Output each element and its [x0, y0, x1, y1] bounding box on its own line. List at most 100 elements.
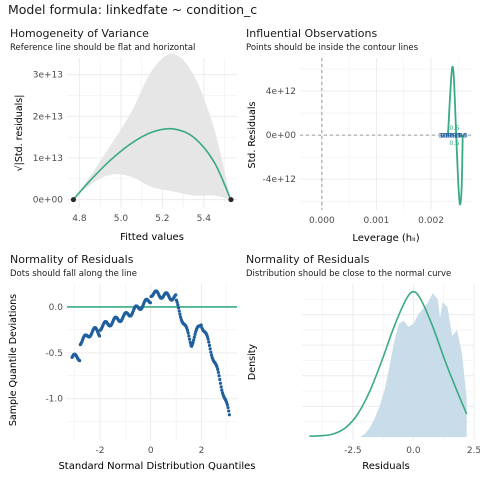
- panel-homogeneity: Homogeneity of Variance Reference line s…: [10, 27, 237, 243]
- x-axis-label: Standard Normal Distribution Quantiles: [58, 461, 255, 472]
- point-label: 298: [441, 132, 455, 140]
- x-axis-label: Fitted values: [120, 232, 184, 243]
- y-axis-label: Std. Residuals: [247, 102, 258, 169]
- panel-title: Influential Observations: [246, 27, 378, 40]
- x-axis-label: Leverage (hᵢᵢ): [352, 233, 419, 244]
- data-point: [208, 347, 212, 351]
- x-tick-label: 0.001: [364, 216, 390, 226]
- x-tick-label: 5.4: [197, 214, 212, 224]
- x-tick-label: 2.5: [467, 446, 480, 456]
- data-point: [186, 331, 190, 335]
- y-tick-label: -0.5: [45, 349, 63, 359]
- x-axis-label: Residuals: [362, 461, 409, 472]
- density-area: [360, 293, 467, 437]
- data-point: [176, 303, 180, 307]
- data-point: [207, 343, 212, 348]
- panel-qq: Normality of Residuals Dots should fall …: [8, 253, 256, 472]
- y-tick-label: 3e+13: [33, 71, 63, 81]
- y-axis-label: Sample Quantile Deviations: [8, 294, 19, 426]
- x-tick-label: 0.000: [309, 216, 335, 226]
- data-point: [176, 306, 181, 310]
- data-point: [78, 359, 82, 363]
- y-tick-label: -1.0: [45, 395, 63, 405]
- x-tick-label: 4.8: [72, 214, 87, 224]
- y-tick-label: 0e+00: [33, 196, 64, 206]
- panel-influential: Influential Observations Points should b…: [246, 27, 472, 244]
- y-ticks: 0e+00 1e+13 2e+13 3e+13: [33, 71, 64, 206]
- contour-label: 0.5: [449, 124, 459, 132]
- data-point: [218, 381, 223, 385]
- point-label: 95: [452, 132, 462, 140]
- panel-subtitle: Dots should fall along the line: [10, 269, 137, 279]
- data-point: [187, 337, 192, 341]
- contour-line-upper: [447, 65, 458, 136]
- data-point: [227, 413, 231, 417]
- data-point: [193, 332, 197, 336]
- x-tick-label: 2: [199, 446, 205, 456]
- panel-subtitle: Reference line should be flat and horizo…: [10, 43, 195, 53]
- plot-area: [300, 58, 472, 210]
- smooth-line: [72, 127, 232, 201]
- contour-line-lower: [455, 135, 464, 206]
- panel-density: Normality of Residuals Distribution shou…: [246, 253, 480, 472]
- x-ticks: 0.000 0.001 0.002: [309, 216, 444, 226]
- x-tick-label: -2.5: [344, 446, 362, 456]
- data-point: [187, 334, 191, 338]
- y-axis-label: √|Std. residuals|: [14, 95, 25, 172]
- y-ticks: -1.0 -0.5 0.0: [45, 303, 63, 405]
- data-point: [206, 337, 210, 341]
- x-tick-label: -2: [95, 446, 104, 456]
- y-tick-label: 0e+00: [266, 131, 297, 141]
- point-label: 303: [438, 132, 452, 140]
- x-tick-label: 5.2: [155, 214, 169, 224]
- data-point: [207, 340, 211, 344]
- point-label: 188: [454, 132, 468, 140]
- y-ticks: -4e+12 0e+00 4e+12: [262, 87, 296, 185]
- panel-title: Normality of Residuals: [246, 253, 370, 266]
- points: [70, 289, 231, 417]
- x-tick-label: 0: [148, 446, 154, 456]
- data-point: [174, 293, 178, 297]
- confidence-band: [73, 53, 231, 200]
- y-tick-label: 1e+13: [33, 154, 63, 164]
- data-point: [227, 409, 231, 413]
- data-point: [97, 334, 102, 338]
- data-point: [216, 370, 220, 374]
- x-ticks: 4.8 5.0 5.2 5.4: [72, 214, 211, 224]
- data-point: [192, 338, 196, 342]
- data-point: [188, 340, 192, 345]
- data-point: [217, 374, 221, 378]
- data-point: [185, 328, 190, 332]
- data-point: [220, 388, 224, 392]
- data-point: [179, 315, 183, 319]
- panel-subtitle: Distribution should be close to the norm…: [246, 269, 451, 279]
- data-point: [205, 335, 210, 339]
- x-ticks: -2.5 0.0 2.5: [344, 446, 480, 456]
- data-point: [71, 197, 77, 203]
- data-point: [218, 377, 222, 382]
- panel-subtitle: Points should be inside the contour line…: [246, 43, 419, 53]
- data-point: [225, 403, 229, 407]
- panel-title: Homogeneity of Variance: [10, 27, 149, 40]
- data-point: [191, 340, 195, 345]
- plot-area: [67, 284, 237, 440]
- data-point: [219, 385, 223, 389]
- x-ticks: -2 0 2: [95, 446, 204, 456]
- data-point: [226, 405, 230, 410]
- y-axis-label: Density: [247, 344, 258, 380]
- contour-label: 0.5: [449, 139, 459, 147]
- contour-labels: 0.5 0.5: [449, 124, 459, 147]
- data-point: [148, 301, 152, 305]
- x-tick-label: 0.002: [418, 216, 444, 226]
- data-point: [228, 197, 234, 203]
- x-tick-label: 0.0: [406, 446, 421, 456]
- y-tick-label: 4e+12: [266, 87, 296, 97]
- data-point: [199, 323, 203, 327]
- y-tick-label: 2e+13: [33, 112, 63, 122]
- data-point: [209, 353, 214, 357]
- y-tick-label: 0.0: [49, 303, 64, 313]
- points: [70, 197, 234, 203]
- figure-title: Model formula: linkedfate ~ condition_c: [8, 2, 257, 17]
